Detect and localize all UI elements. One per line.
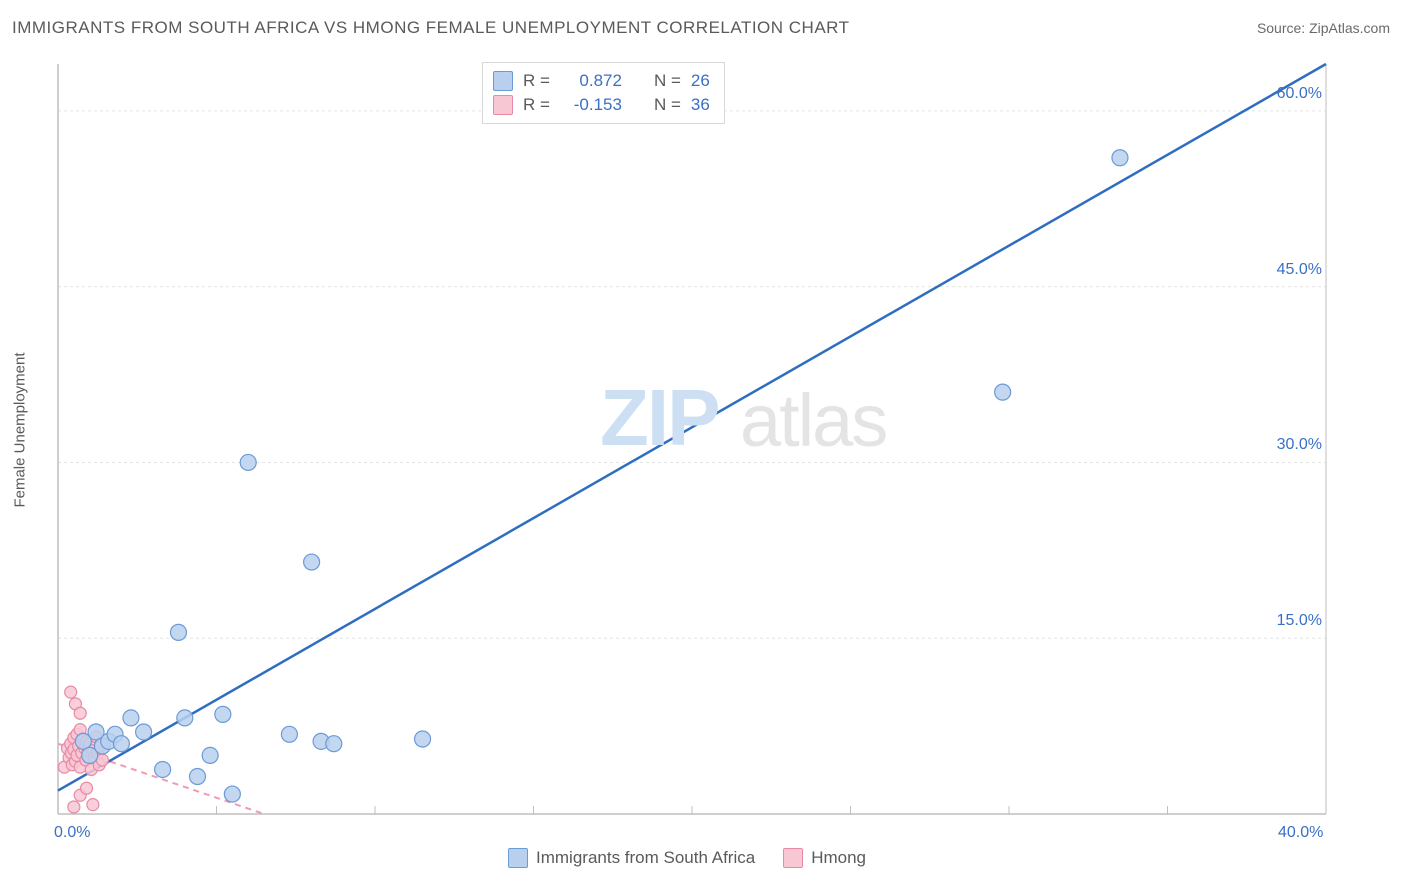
corr-R-value-a: 0.872 (560, 69, 622, 93)
source-label: Source: ZipAtlas.com (1257, 20, 1390, 36)
corr-R-value-b: -0.153 (560, 93, 622, 117)
corr-R-label-b: R = (523, 93, 550, 117)
legend-swatch-a-icon (508, 848, 528, 868)
corr-row-a: R = 0.872 N = 26 (493, 69, 710, 93)
chart-title: IMMIGRANTS FROM SOUTH AFRICA VS HMONG FE… (12, 18, 850, 38)
x-tick-label: 0.0% (54, 824, 90, 842)
y-tick-label: 45.0% (1268, 261, 1322, 279)
corr-N-label-a: N = (654, 69, 681, 93)
corr-N-value-a: 26 (691, 69, 710, 93)
y-axis-label: Female Unemployment (12, 352, 29, 507)
series-legend: Immigrants from South Africa Hmong (508, 848, 866, 868)
legend-item-b: Hmong (783, 848, 866, 868)
legend-label-a: Immigrants from South Africa (536, 848, 755, 868)
legend-swatch-b-icon (783, 848, 803, 868)
corr-R-label-a: R = (523, 69, 550, 93)
y-tick-label: 15.0% (1268, 612, 1322, 630)
swatch-series-b-icon (493, 95, 513, 115)
swatch-series-a-icon (493, 71, 513, 91)
y-tick-label: 60.0% (1268, 85, 1322, 103)
corr-N-value-b: 36 (691, 93, 710, 117)
corr-N-label-b: N = (654, 93, 681, 117)
x-tick-label: 40.0% (1278, 824, 1323, 842)
scatter-plot (50, 54, 1386, 844)
y-tick-label: 30.0% (1268, 436, 1322, 454)
correlation-legend: R = 0.872 N = 26 R = -0.153 N = 36 (482, 62, 725, 124)
legend-item-a: Immigrants from South Africa (508, 848, 755, 868)
chart-container: IMMIGRANTS FROM SOUTH AFRICA VS HMONG FE… (0, 0, 1406, 892)
legend-label-b: Hmong (811, 848, 866, 868)
corr-row-b: R = -0.153 N = 36 (493, 93, 710, 117)
